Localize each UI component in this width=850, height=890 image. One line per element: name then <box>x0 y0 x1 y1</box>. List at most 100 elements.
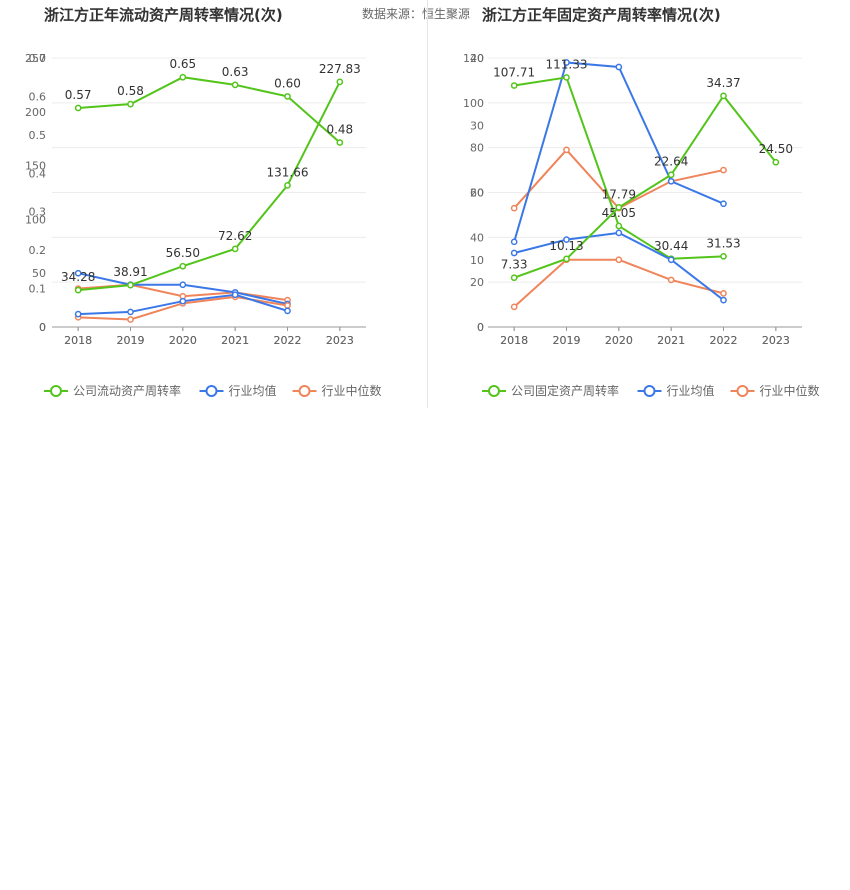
data-label: 0.57 <box>65 88 92 102</box>
legend-swatch-marker <box>488 385 500 397</box>
y-tick-label: 0.7 <box>29 52 47 65</box>
left-chart-title: 浙江方正年流动资产周转率情况(次) <box>44 6 283 24</box>
data-point <box>74 269 82 277</box>
data-label: 0.60 <box>274 76 301 90</box>
x-tick-label: 2019 <box>553 334 581 347</box>
y-tick-label: 0.5 <box>29 129 47 142</box>
x-tick-label: 2018 <box>500 334 528 347</box>
x-tick-label: 2023 <box>326 334 354 347</box>
data-point <box>231 245 239 253</box>
data-point <box>127 100 134 108</box>
data-label: 0.48 <box>326 123 353 137</box>
y-tick-label: 200 <box>25 106 46 119</box>
y-tick-label: 10 <box>470 254 484 267</box>
y-tick-label: 0.6 <box>29 90 47 103</box>
y-tick-label: 0 <box>39 321 46 334</box>
y-tick-label: 0.1 <box>29 283 47 296</box>
x-tick-label: 2022 <box>710 334 738 347</box>
y-tick-label: 0.4 <box>29 167 47 180</box>
data-point <box>179 297 187 305</box>
x-tick-label: 2018 <box>64 334 92 347</box>
data-point <box>231 81 239 89</box>
legend-swatch-marker <box>50 385 62 397</box>
y-tick-label: 0 <box>477 321 484 334</box>
data-point <box>74 104 82 112</box>
data-point <box>127 308 134 316</box>
data-point <box>667 177 675 185</box>
series-line <box>513 94 777 279</box>
data-point <box>615 222 623 230</box>
y-tick-label: 0 <box>477 321 484 334</box>
data-label: 0.63 <box>222 65 249 79</box>
x-tick-label: 2023 <box>326 334 354 347</box>
legend-swatch-marker <box>736 385 749 397</box>
x-tick-label: 2023 <box>762 334 790 347</box>
series-line <box>78 81 341 292</box>
data-point <box>510 238 518 246</box>
data-point <box>510 82 518 89</box>
y-tick-label: 30 <box>470 119 484 132</box>
data-label: 38.91 <box>113 265 147 279</box>
data-point <box>74 310 82 318</box>
data-point <box>563 146 570 154</box>
data-label: 34.37 <box>706 76 740 90</box>
data-point <box>179 73 187 81</box>
x-tick-label: 2020 <box>169 334 197 347</box>
y-tick-label: 120 <box>463 52 484 65</box>
y-tick-label: 50 <box>32 267 46 280</box>
data-label: 107.71 <box>493 66 535 80</box>
data-label: 7.33 <box>501 258 528 272</box>
data-point <box>284 93 291 100</box>
data-point <box>336 139 344 146</box>
data-label: 72.62 <box>218 229 252 243</box>
y-tick-label: 20 <box>470 276 484 289</box>
data-label: 111.33 <box>546 57 588 71</box>
y-tick-label: 0.3 <box>29 206 47 219</box>
y-tick-label: 20 <box>470 187 484 200</box>
data-point <box>720 252 727 260</box>
x-tick-label: 2021 <box>221 334 249 347</box>
data-point <box>720 92 727 100</box>
panel-divider <box>427 0 428 408</box>
data-point <box>720 296 727 304</box>
x-tick-label: 2022 <box>710 334 738 347</box>
data-label: 56.50 <box>166 246 200 260</box>
y-tick-label: 80 <box>470 142 484 155</box>
x-tick-label: 2021 <box>657 334 685 347</box>
legend-label: 行业中位数 <box>322 383 382 398</box>
y-tick-label: 0 <box>39 321 46 334</box>
x-tick-label: 2021 <box>657 334 685 347</box>
data-point <box>510 303 518 311</box>
series-line <box>78 76 341 144</box>
data-point <box>179 262 187 270</box>
data-label: 34.28 <box>61 270 95 284</box>
y-tick-label: 100 <box>463 97 484 110</box>
data-point <box>667 171 675 179</box>
data-point <box>563 59 570 66</box>
data-label: 24.50 <box>759 142 793 156</box>
data-label: 10.13 <box>549 239 583 253</box>
data-label: 30.44 <box>654 239 688 253</box>
data-point <box>231 291 239 299</box>
data-point <box>615 256 623 264</box>
data-label: 22.64 <box>654 155 688 169</box>
y-tick-label: 250 <box>25 52 46 65</box>
y-tick-label: 60 <box>470 187 484 200</box>
x-tick-label: 2020 <box>605 334 633 347</box>
data-point <box>284 302 291 309</box>
x-tick-label: 2023 <box>762 334 790 347</box>
legend-label: 行业均值 <box>229 383 277 398</box>
data-point <box>510 274 518 282</box>
data-point <box>720 290 727 297</box>
data-point <box>127 316 134 323</box>
data-point <box>336 78 344 86</box>
data-label: 17.79 <box>602 187 636 201</box>
data-point <box>127 281 134 289</box>
data-point <box>667 256 675 264</box>
x-tick-label: 2022 <box>274 334 302 347</box>
legend-label: 行业中位数 <box>760 383 820 398</box>
data-point <box>563 74 570 81</box>
data-point <box>563 255 570 263</box>
y-tick-label: 0.2 <box>29 244 47 257</box>
